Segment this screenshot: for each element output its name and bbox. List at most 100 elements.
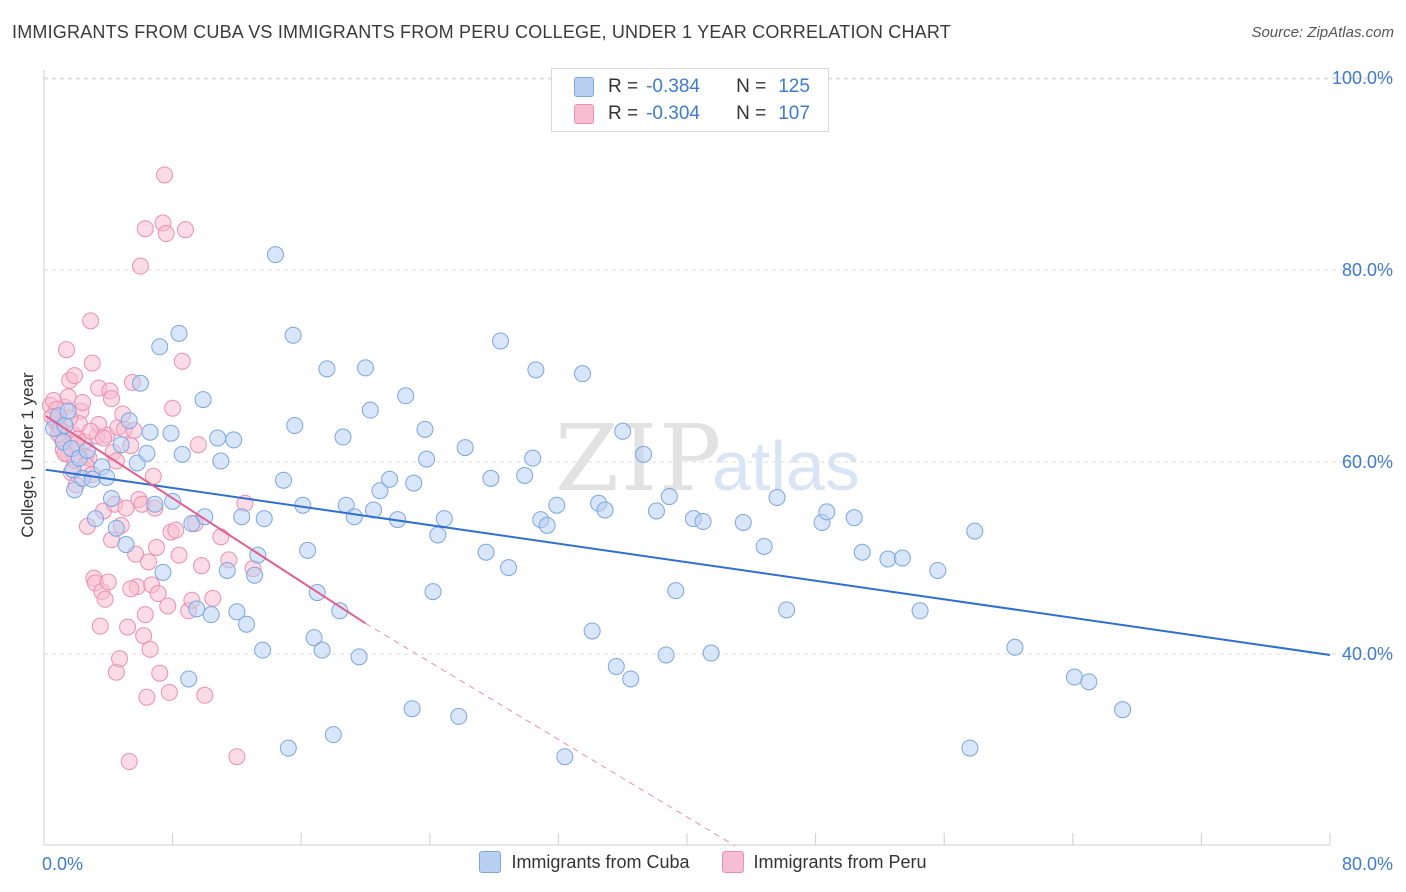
- cuba-point: [614, 422, 632, 440]
- bottom-legend: Immigrants from Cuba Immigrants from Per…: [0, 851, 1406, 873]
- cuba-point: [911, 602, 929, 620]
- chart-title: IMMIGRANTS FROM CUBA VS IMMIGRANTS FROM …: [12, 22, 951, 42]
- cuba-point: [1080, 673, 1098, 691]
- cuba-point: [768, 489, 786, 507]
- cuba-point: [418, 450, 436, 468]
- cuba-point: [112, 436, 130, 454]
- cuba-point: [334, 428, 352, 446]
- peru-point: [159, 597, 177, 615]
- cuba-point: [361, 401, 379, 419]
- cuba-point: [194, 391, 212, 409]
- peru-point: [160, 683, 178, 701]
- cuba-point: [961, 739, 979, 757]
- cuba-point: [233, 508, 251, 526]
- cuba-point: [228, 603, 246, 621]
- cuba-point: [255, 510, 273, 528]
- cuba-point: [929, 561, 947, 579]
- cuba-point: [538, 516, 556, 534]
- cuba-point: [1114, 701, 1132, 719]
- peru-point: [193, 557, 211, 575]
- cuba-point: [818, 503, 836, 521]
- cuba-point: [154, 563, 172, 581]
- legend-n-value-cuba: 125: [778, 76, 810, 97]
- y-tick-label: 100.0%: [1332, 68, 1393, 88]
- cuba-point: [405, 474, 423, 492]
- peru-point: [59, 388, 77, 406]
- peru-point: [141, 640, 159, 658]
- cuba-point: [324, 726, 342, 744]
- source-label: Source: ZipAtlas.com: [1251, 24, 1394, 41]
- cuba-point: [103, 489, 121, 507]
- legend-r-value-peru: -0.304: [646, 103, 700, 124]
- peru-point: [122, 580, 140, 598]
- cuba-point: [477, 543, 495, 561]
- cuba-point: [778, 601, 796, 619]
- cuba-point: [667, 582, 685, 600]
- legend-swatch-peru: [574, 104, 594, 124]
- x-tick-label: 80.0%: [1342, 854, 1393, 874]
- cuba-point: [734, 513, 752, 531]
- cuba-point: [279, 739, 297, 757]
- peru-point: [136, 220, 154, 238]
- trend-layer: [45, 415, 1331, 847]
- peru-point: [103, 390, 121, 408]
- cuba-point: [305, 629, 323, 647]
- cuba-point: [345, 508, 363, 526]
- cuba-point: [435, 510, 453, 528]
- legend-n-label-cuba: N =: [736, 76, 767, 97]
- ticks-layer: 40.0% 60.0% 80.0% 100.0% 0.0% 80.0%: [42, 68, 1393, 874]
- cuba-point: [357, 359, 374, 377]
- cuba-point: [59, 402, 77, 420]
- cuba-point: [131, 374, 149, 392]
- cuba-point: [694, 513, 712, 531]
- cuba-point: [254, 641, 272, 659]
- cuba-point: [286, 417, 304, 435]
- cuba-point: [120, 412, 138, 430]
- legend-r-label-cuba: R =: [608, 76, 639, 97]
- peru-point: [83, 354, 101, 372]
- peru-point: [167, 521, 185, 539]
- cuba-point: [482, 469, 500, 487]
- cuba-point: [162, 424, 180, 442]
- cuba-point: [266, 246, 284, 264]
- cuba-point: [647, 502, 665, 520]
- cuba-point: [246, 566, 264, 584]
- peru-point: [212, 528, 230, 546]
- cuba-point: [622, 670, 640, 688]
- peru-point: [176, 221, 194, 239]
- cuba-point: [350, 648, 368, 666]
- peru-point: [120, 753, 138, 771]
- cuba-point: [381, 470, 399, 488]
- cuba-point: [1065, 668, 1083, 686]
- cuba-point: [524, 449, 542, 467]
- cuba-point: [218, 561, 236, 579]
- cuba-point: [141, 423, 159, 441]
- cuba-point: [275, 471, 293, 489]
- cuba-point: [966, 522, 984, 540]
- peru-point: [156, 166, 174, 184]
- cuba-point: [107, 519, 125, 537]
- cuba-point: [429, 526, 447, 544]
- cuba-point: [556, 748, 574, 766]
- peru-point: [58, 341, 76, 359]
- cuba-point: [516, 466, 534, 484]
- cuba-point: [879, 550, 897, 568]
- cuba-point: [416, 420, 434, 438]
- peru-point: [66, 367, 84, 385]
- legend-box: R = -0.384 N = 125 R = -0.304 N = 107: [551, 68, 829, 132]
- peru-point: [117, 499, 135, 517]
- cuba-point: [853, 543, 871, 561]
- cuba-point: [1006, 638, 1024, 656]
- series-peru: [41, 166, 262, 771]
- trend-line-peru-extension: [365, 622, 736, 847]
- cuba-point: [635, 445, 653, 463]
- cuba-point: [365, 501, 383, 519]
- axes-layer: [43, 70, 1331, 846]
- cuba-point: [146, 495, 164, 513]
- cuba-point: [117, 536, 135, 554]
- bottom-legend-swatch-peru: [721, 851, 744, 873]
- peru-point: [228, 748, 246, 766]
- cuba-point: [225, 431, 243, 449]
- cuba-point: [527, 361, 545, 379]
- y-axis-label: College, Under 1 year: [18, 372, 37, 538]
